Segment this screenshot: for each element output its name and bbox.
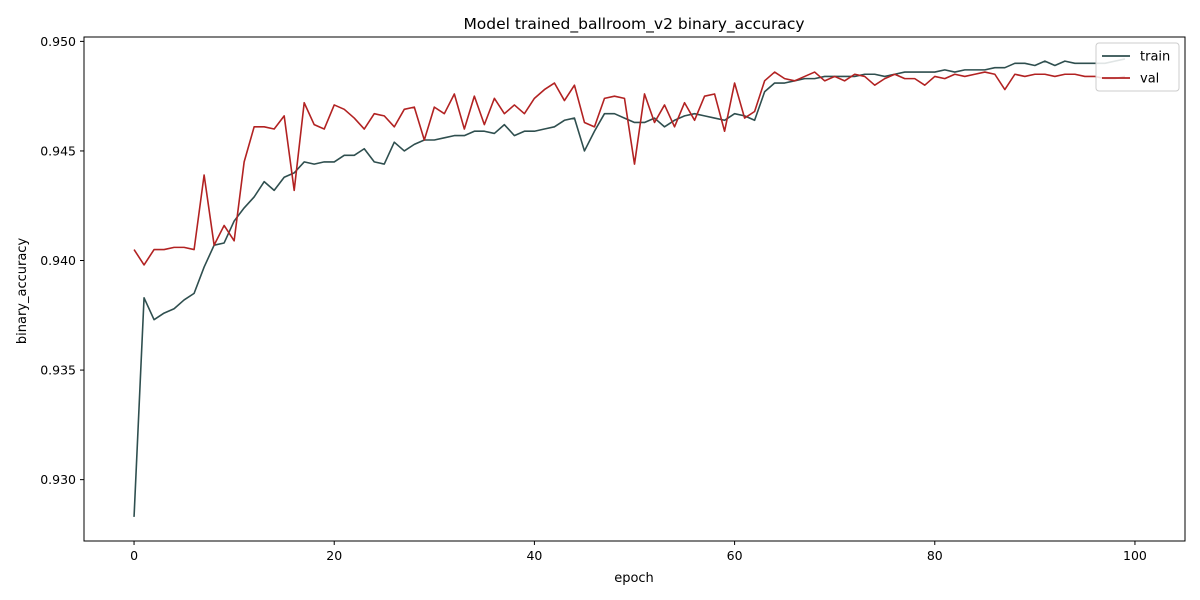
x-axis-label: epoch xyxy=(614,571,654,586)
series-line-train xyxy=(133,58,1126,517)
series-line-val xyxy=(133,71,1126,266)
chart-title: Model trained_ballroom_v2 binary_accurac… xyxy=(463,15,804,34)
series-group xyxy=(133,58,1126,517)
axes-frame xyxy=(83,36,1186,542)
x-tick-label: 20 xyxy=(326,548,342,563)
y-tick-label: 0.930 xyxy=(40,472,76,487)
y-tick-label: 0.945 xyxy=(40,143,76,158)
x-tick-label: 100 xyxy=(1123,548,1147,563)
y-tick-label: 0.940 xyxy=(40,253,76,268)
x-tick-label: 60 xyxy=(727,548,743,563)
x-tick-label: 40 xyxy=(526,548,542,563)
y-axis-label: binary_accuracy xyxy=(15,238,30,345)
x-tick-label: 0 xyxy=(130,548,138,563)
y-tick-label: 0.935 xyxy=(40,363,76,378)
legend-label-val: val xyxy=(1140,72,1159,87)
axes: 0 20 40 60 80 100 0.930 0.935 0.940 0.945 0.950 xyxy=(40,34,1186,563)
legend-box xyxy=(1095,42,1180,92)
x-tick-label: 80 xyxy=(927,548,943,563)
legend-label-train: train xyxy=(1140,50,1170,65)
legend: train val xyxy=(1095,42,1180,92)
y-tick-label: 0.950 xyxy=(40,34,76,49)
